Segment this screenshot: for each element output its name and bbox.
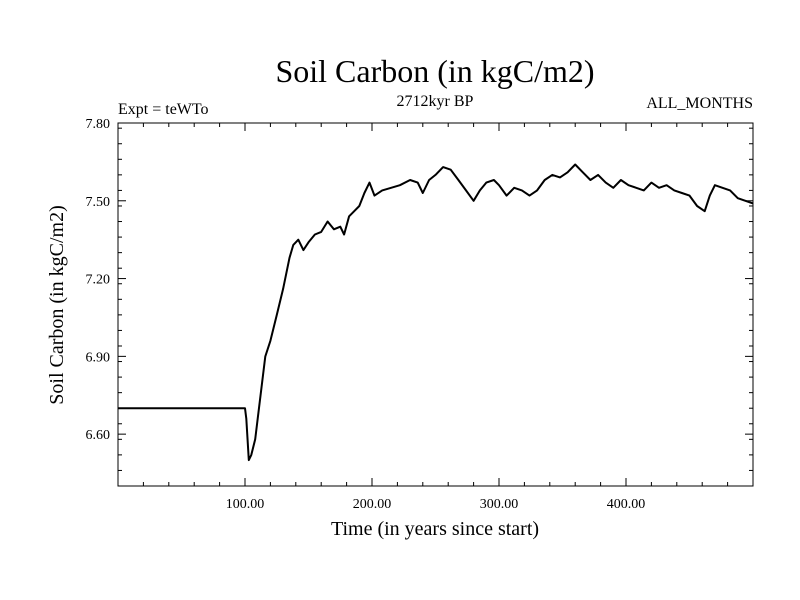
- y-tick-label: 7.50: [86, 195, 111, 210]
- y-tick-label: 6.90: [86, 350, 111, 365]
- plot-frame: [117, 122, 754, 487]
- x-tick-label: 200.00: [353, 497, 392, 512]
- x-axis-label: Time (in years since start): [331, 518, 539, 540]
- tick-labels: 100.00 200.00 300.00 400.00 6.60 6.90 7.20 7.50…: [86, 117, 646, 512]
- months-label: ALL_MONTHS: [646, 95, 753, 112]
- chart-title: Soil Carbon (in kgC/m2): [275, 53, 594, 89]
- x-tick-label: 400.00: [607, 497, 646, 512]
- series-layer: [118, 163, 754, 462]
- y-tick-label: 6.60: [86, 428, 111, 443]
- period-label: 2712kyr BP: [397, 93, 474, 110]
- x-tick-label: 100.00: [226, 497, 265, 512]
- series-line-soil-carbon: [118, 163, 754, 462]
- axis-ticks: [118, 122, 753, 486]
- y-tick-label: 7.20: [86, 273, 111, 288]
- y-tick-label: 7.80: [86, 117, 111, 132]
- x-tick-label: 300.00: [480, 497, 519, 512]
- experiment-label: Expt = teWTo: [118, 101, 209, 118]
- y-axis-label: Soil Carbon (in kgC/m2): [46, 205, 68, 404]
